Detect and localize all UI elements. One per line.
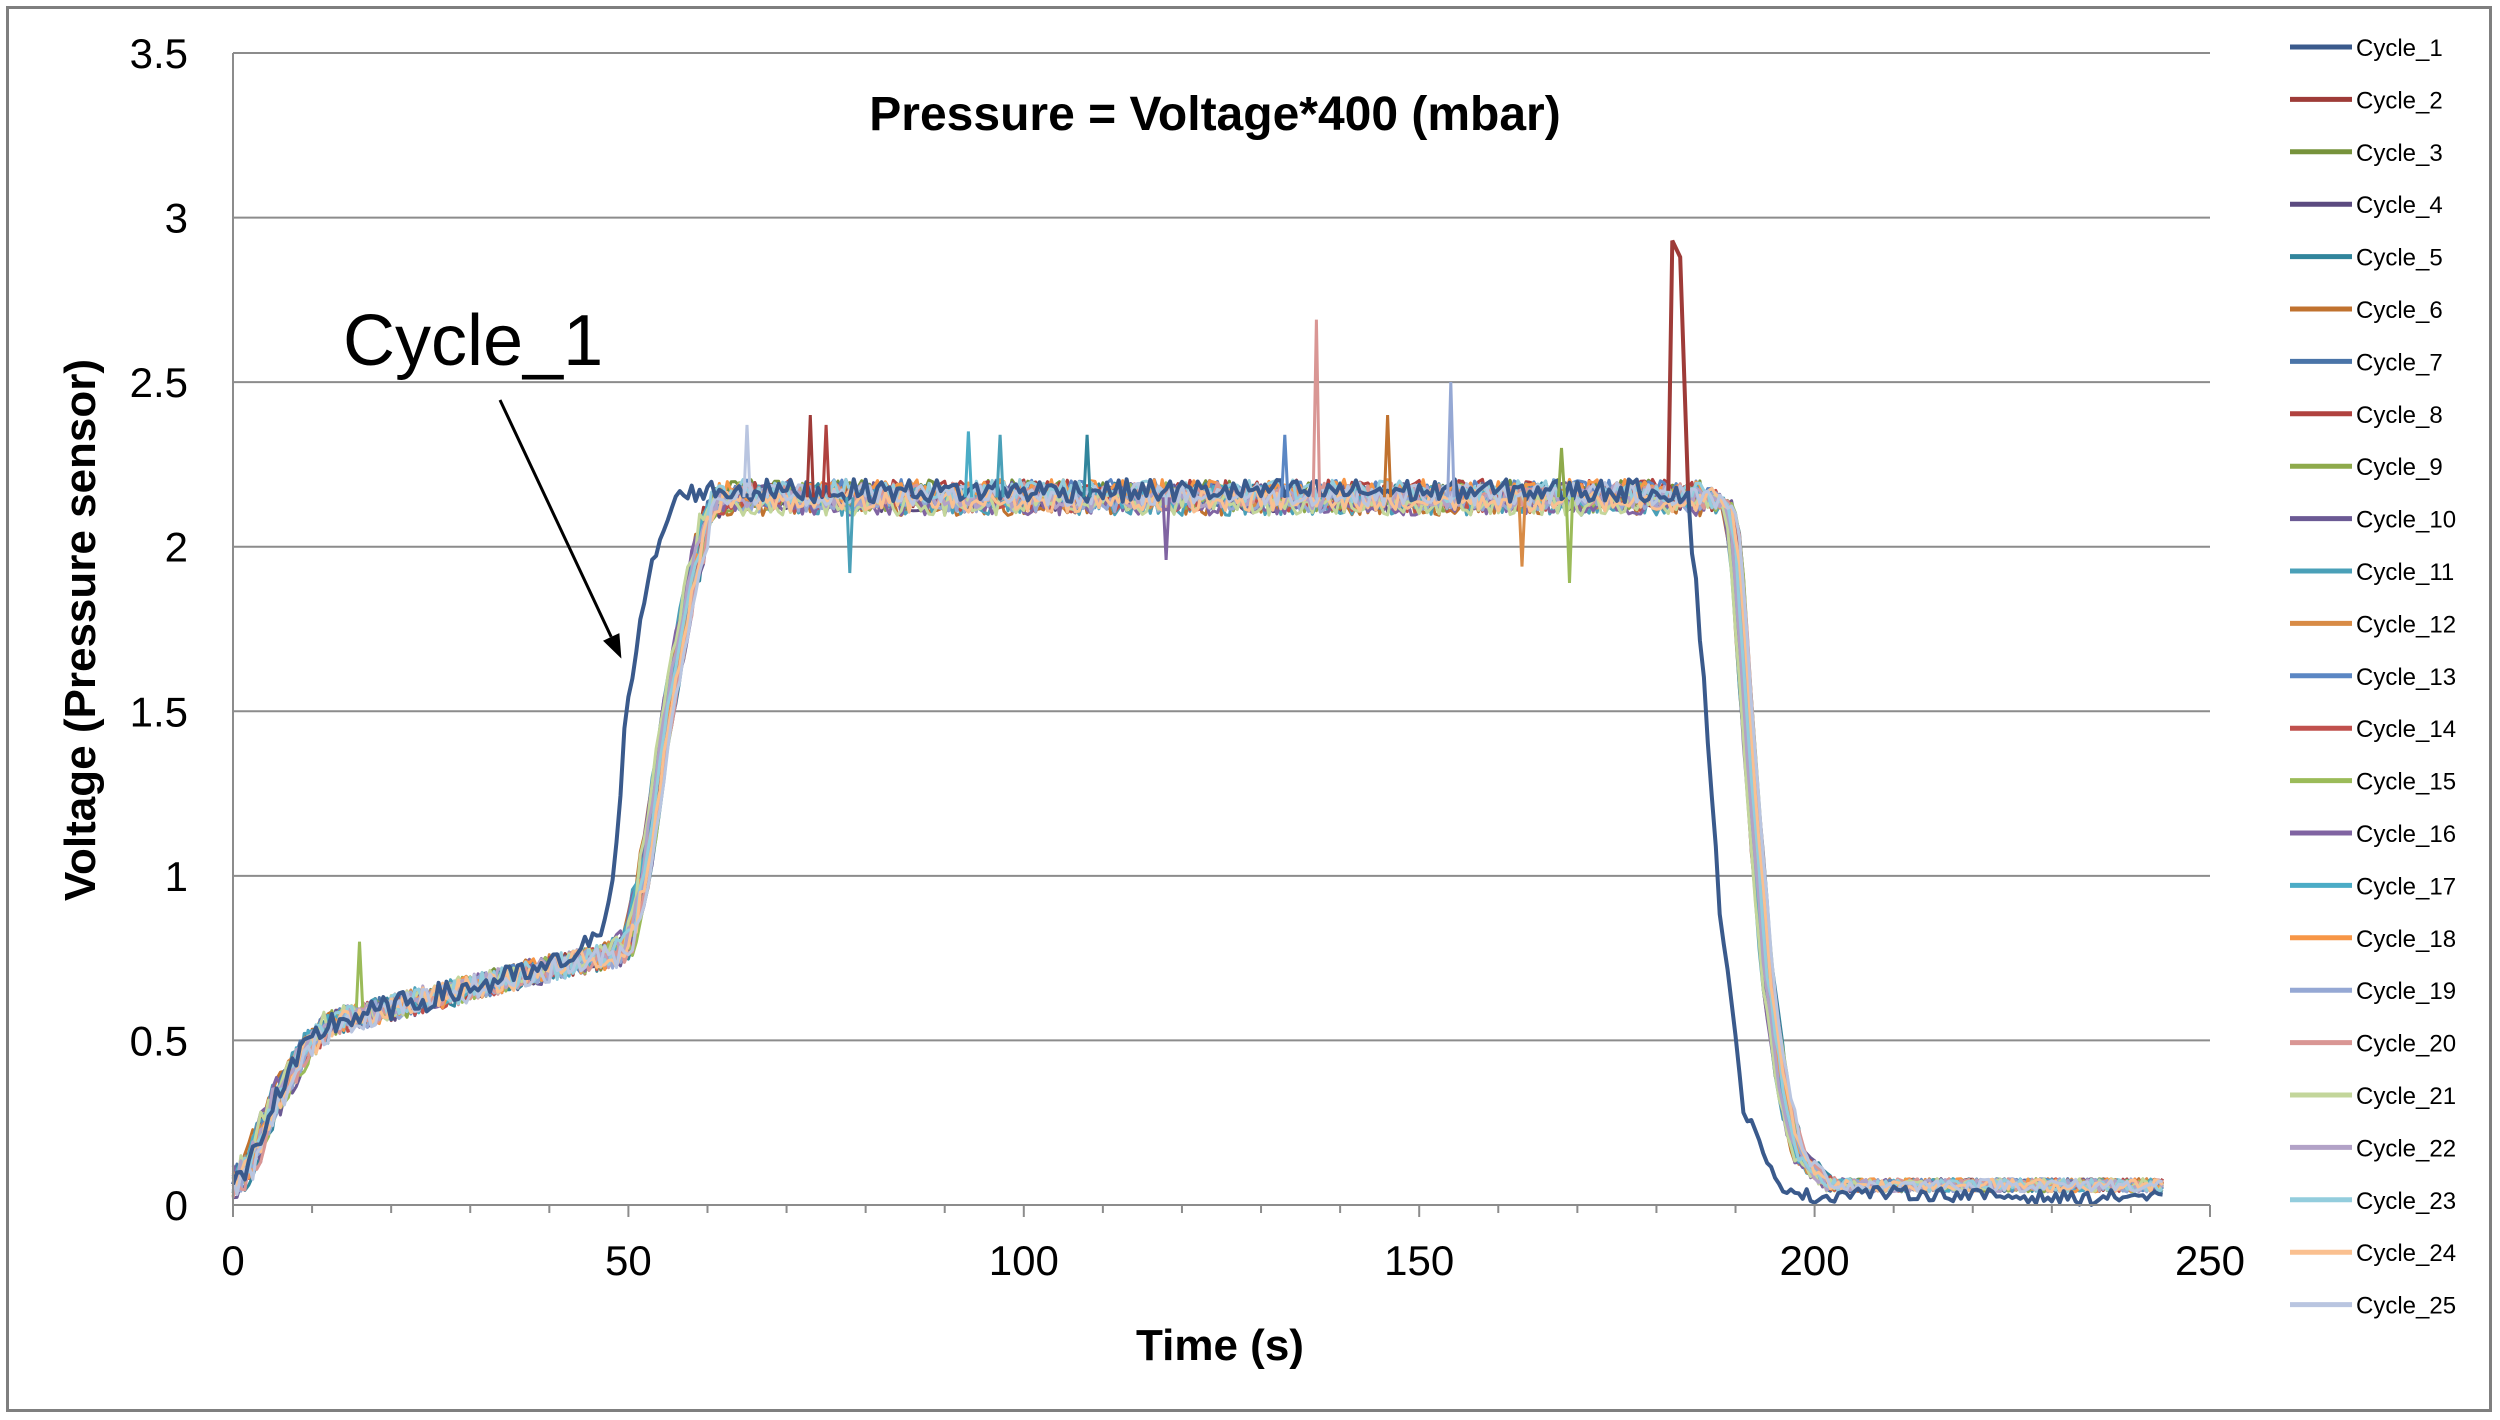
y-tick-label: 0.5: [130, 1017, 188, 1064]
x-tick-label: 150: [1384, 1237, 1454, 1284]
y-tick-label: 2: [165, 524, 188, 571]
legend-label: Cycle_24: [2356, 1240, 2456, 1267]
chart-frame: [6, 6, 2492, 1412]
series-line-cycle-24: [231, 486, 2164, 1194]
series-line-cycle-12: [231, 484, 2164, 1194]
legend-label: Cycle_2: [2356, 87, 2443, 114]
y-tick-label: 1.5: [130, 688, 188, 735]
spike: [1556, 447, 1567, 498]
legend-label: Cycle_15: [2356, 769, 2456, 796]
series-line-cycle-11: [231, 488, 2163, 1194]
series-line-cycle-23: [232, 477, 2164, 1194]
legend-label: Cycle_18: [2356, 926, 2456, 953]
legend-label: Cycle_4: [2356, 192, 2443, 219]
spike: [995, 434, 1005, 498]
spike: [1161, 497, 1171, 560]
gridlines: [233, 52, 2210, 1042]
chart-title: Pressure = Voltage*400 (mbar): [869, 88, 1560, 141]
series-line-cycle-1: [231, 477, 2163, 1207]
y-tick-label: 1: [165, 853, 188, 900]
legend: Cycle_1 Cycle_2 Cycle_3 Cycle_4 Cycle_5 Cycle…: [2290, 35, 2456, 1320]
series-line-cycle-14: [231, 487, 2164, 1194]
legend-label: Cycle_21: [2356, 1083, 2456, 1110]
series-line-cycle-22: [231, 484, 2164, 1194]
legend-label: Cycle_10: [2356, 507, 2456, 534]
legend-label: Cycle_8: [2356, 402, 2443, 429]
series-line-cycle-25: [231, 481, 2163, 1196]
series-line-cycle-10: [232, 481, 2164, 1200]
y-axis-title: Voltage (Pressure sensor): [56, 359, 105, 901]
series-line-cycle-18: [231, 477, 2164, 1195]
legend-label: Cycle_22: [2356, 1135, 2456, 1162]
spike: [963, 431, 974, 498]
y-tick-label: 3.5: [130, 30, 188, 77]
legend-label: Cycle_23: [2356, 1188, 2456, 1215]
legend-label: Cycle_11: [2356, 559, 2454, 586]
y-tick-label: 3: [165, 195, 188, 242]
spike: [1280, 434, 1290, 498]
annotation-arrowhead: [603, 633, 622, 659]
series-line-cycle-20: [231, 481, 2164, 1198]
legend-label: Cycle_17: [2356, 873, 2456, 900]
series-line-cycle-19: [232, 487, 2163, 1194]
legend-label: Cycle_16: [2356, 821, 2456, 848]
legend-label: Cycle_3: [2356, 140, 2443, 167]
x-tick-label: 200: [1780, 1237, 1850, 1284]
annotation-label: Cycle_1: [343, 301, 603, 381]
legend-label: Cycle_19: [2356, 978, 2456, 1005]
axes: [232, 53, 2210, 1206]
spike: [1382, 415, 1393, 498]
spike: [1517, 497, 1527, 567]
legend-label: Cycle_13: [2356, 664, 2456, 691]
series-lines: [231, 239, 2164, 1207]
series-line-cycle-13: [231, 477, 2164, 1194]
spike: [845, 497, 855, 574]
legend-label: Cycle_9: [2356, 454, 2443, 481]
x-axis-title: Time (s): [1136, 1321, 1304, 1370]
legend-label: Cycle_1: [2356, 35, 2443, 62]
cycle-1-annotation: Cycle_1: [343, 301, 622, 659]
x-tick-label: 250: [2175, 1237, 2245, 1284]
series-line-cycle-17: [231, 484, 2163, 1194]
spike: [1311, 319, 1322, 498]
annotation-arrow: [498, 399, 613, 638]
series-line-cycle-9: [231, 487, 2164, 1194]
spike: [354, 941, 365, 1008]
series-line-cycle-8: [231, 477, 2164, 1194]
legend-label: Cycle_14: [2356, 716, 2456, 743]
spike: [1564, 497, 1575, 583]
legend-label: Cycle_12: [2356, 611, 2456, 638]
x-tick-label: 100: [989, 1237, 1059, 1284]
series-line-cycle-21: [231, 490, 2164, 1193]
y-tick-labels: 0 0.5 1 1.5 2 2.5 3 3.5: [130, 30, 188, 1229]
series-line-cycle-5: [232, 481, 2164, 1194]
spike-peak: [1666, 239, 1691, 491]
series-line-cycle-15: [231, 481, 2164, 1197]
spike: [1082, 434, 1092, 498]
series-line-cycle-7: [231, 484, 2164, 1194]
legend-label: Cycle_25: [2356, 1293, 2456, 1320]
x-tick-label: 50: [605, 1237, 652, 1284]
x-tick-labels: 0 50 100 150 200 250: [221, 1205, 2245, 1284]
y-tick-label: 0: [165, 1182, 188, 1229]
series-line-cycle-6: [233, 490, 2164, 1194]
series-line-cycle-2: [231, 484, 2164, 1194]
series-line-cycle-4: [232, 487, 2164, 1194]
spike: [742, 424, 752, 498]
spike: [805, 415, 815, 498]
spike: [821, 424, 831, 498]
series-line-cycle-3: [231, 478, 2164, 1194]
y-tick-label: 2.5: [130, 359, 188, 406]
legend-label: Cycle_7: [2356, 349, 2443, 376]
legend-label: Cycle_20: [2356, 1031, 2456, 1058]
x-tick-label: 0: [221, 1237, 244, 1284]
legend-label: Cycle_6: [2356, 297, 2443, 324]
legend-label: Cycle_5: [2356, 245, 2443, 272]
spike: [1446, 382, 1456, 498]
series-line-cycle-16: [231, 490, 2164, 1194]
